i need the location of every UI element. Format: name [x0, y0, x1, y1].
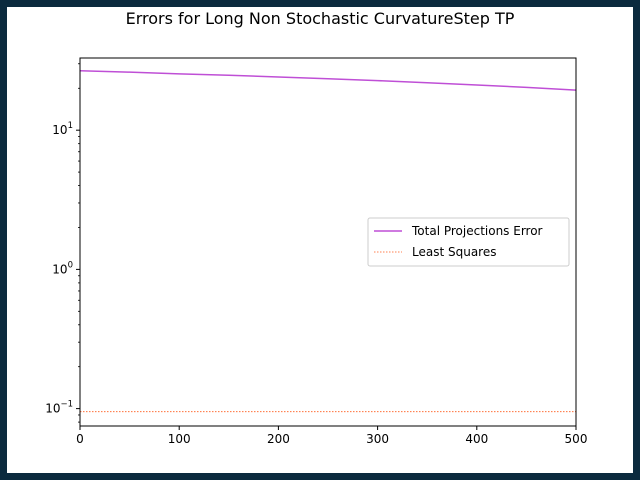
legend-box [367, 217, 570, 267]
x-tick-label-0: 0 [76, 432, 84, 446]
x-tick-label-500: 500 [565, 432, 588, 446]
legend-label-1: Least Squares [412, 245, 496, 259]
y-tick-label-1: 100 [52, 260, 73, 276]
y-tick-label-0: 10−1 [45, 400, 73, 416]
x-tick-label-300: 300 [366, 432, 389, 446]
legend: Total Projections Error Least Squares [367, 217, 570, 267]
x-tick-label-200: 200 [267, 432, 290, 446]
y-tick-label-2: 101 [52, 121, 73, 137]
x-tick-label-400: 400 [465, 432, 488, 446]
chart-title: Errors for Long Non Stochastic Curvature… [126, 9, 515, 28]
plot-area-frame [79, 57, 577, 427]
x-tick-label-100: 100 [168, 432, 191, 446]
legend-label-0: Total Projections Error [411, 224, 543, 238]
series-line-0 [79, 70, 577, 91]
